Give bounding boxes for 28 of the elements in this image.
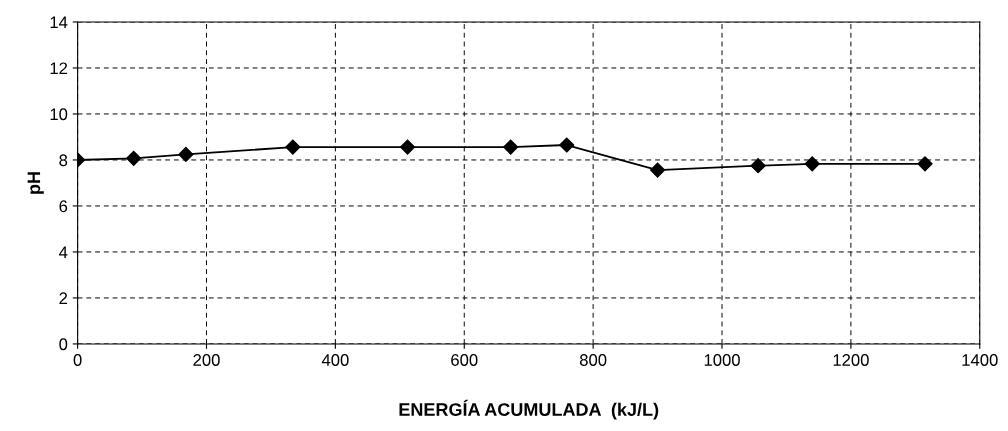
x-tick-label: 1400	[962, 354, 998, 366]
point	[804, 156, 820, 172]
y-tick-label: 2	[59, 292, 68, 304]
x-tick-label: 800	[579, 354, 607, 366]
x-tick-label: 1000	[704, 354, 740, 366]
y-tick-label: 10	[50, 108, 68, 121]
point	[559, 137, 575, 153]
y-tick-label: 14	[50, 16, 68, 29]
y-tick-label: 12	[50, 62, 68, 75]
y-tick-label: 0	[59, 338, 68, 351]
point	[917, 156, 933, 172]
y-tick-label: 8	[59, 154, 68, 167]
x-tick-label: 600	[451, 354, 478, 366]
x-axis-title: ENERGÍA ACUMULADA (kJ/L)	[399, 399, 659, 420]
y-tick-label: 6	[59, 200, 68, 213]
point	[750, 158, 766, 174]
point	[178, 146, 194, 163]
x-tick-label: 200	[193, 354, 220, 366]
point	[650, 162, 666, 178]
x-tick-label: 0	[73, 354, 82, 366]
y-axis-title: pH	[27, 172, 44, 194]
x-tick-label: 400	[321, 354, 349, 366]
point	[503, 139, 519, 155]
point	[399, 139, 416, 155]
x-tick-label: 1200	[833, 354, 869, 366]
y-tick-label: 4	[59, 246, 68, 258]
point	[126, 150, 142, 166]
point	[285, 139, 301, 155]
